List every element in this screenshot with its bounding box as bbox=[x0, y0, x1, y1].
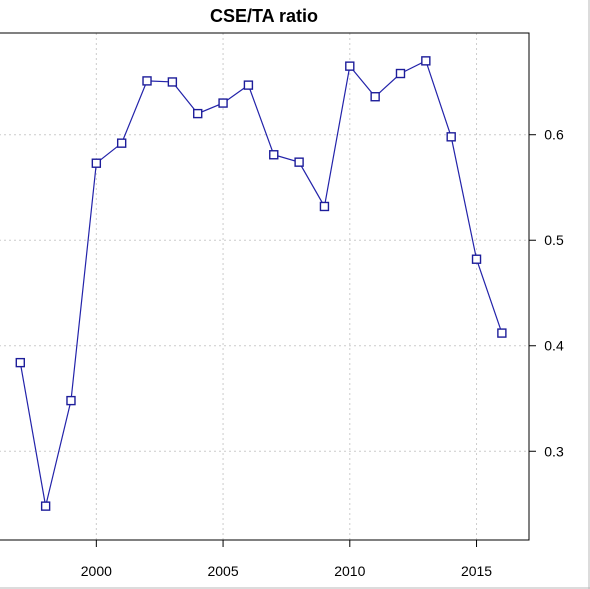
data-point bbox=[91, 158, 102, 168]
x-tick-label: 2015 bbox=[461, 563, 492, 579]
data-point bbox=[243, 80, 254, 90]
data-point bbox=[294, 157, 304, 167]
grid-layer bbox=[0, 33, 529, 540]
y-tick-label: 0.5 bbox=[544, 232, 564, 248]
x-axis: 2000 2005 2010 2015 bbox=[81, 540, 492, 579]
data-point bbox=[345, 61, 355, 71]
y-tick-label: 0.4 bbox=[544, 338, 564, 354]
data-point bbox=[66, 395, 76, 406]
plot-area bbox=[0, 32, 530, 541]
data-point bbox=[193, 108, 203, 119]
y-axis: 0.3 0.4 0.5 0.6 bbox=[529, 127, 564, 459]
data-point bbox=[395, 68, 406, 79]
y-tick-label: 0.3 bbox=[544, 443, 564, 459]
data-point bbox=[319, 201, 330, 212]
data-point bbox=[471, 254, 482, 264]
data-point bbox=[421, 56, 431, 66]
series-line-cse-ta bbox=[19, 60, 503, 507]
data-point bbox=[40, 501, 51, 511]
data-point bbox=[15, 357, 25, 368]
data-point bbox=[446, 132, 456, 142]
data-point bbox=[497, 328, 507, 338]
data-point bbox=[142, 76, 152, 86]
chart-title: CSE/TA ratio bbox=[210, 6, 318, 26]
x-tick-label: 2000 bbox=[81, 563, 112, 579]
x-tick-label: 2005 bbox=[207, 563, 238, 579]
data-point bbox=[218, 98, 228, 108]
data-point bbox=[370, 92, 380, 102]
data-point bbox=[167, 77, 178, 87]
y-tick-label: 0.6 bbox=[544, 127, 564, 143]
data-point bbox=[269, 150, 279, 160]
x-tick-label: 2010 bbox=[334, 563, 365, 579]
data-point bbox=[116, 138, 127, 148]
series-layer bbox=[15, 56, 507, 511]
